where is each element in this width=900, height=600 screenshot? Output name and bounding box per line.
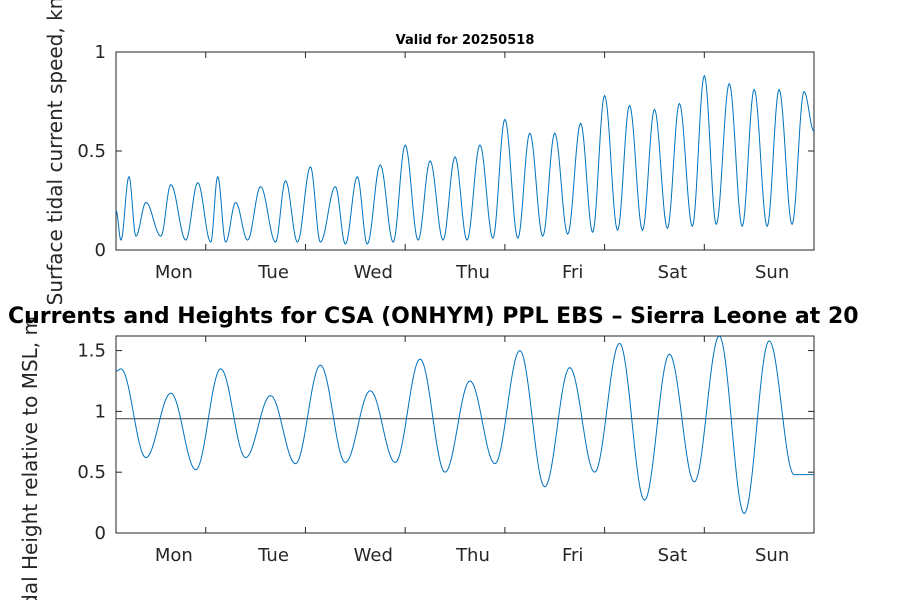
current-speed-title: Valid for 20250518 [396,33,535,48]
current-speed-series-line [115,74,815,245]
tidal-height-x-tick-label: Wed [354,545,393,566]
tidal-height-x-tick-label: Fri [562,545,583,566]
tidal-height-series-line [115,335,814,515]
current-speed-y-label: Surface tidal current speed, kn [43,0,67,305]
tidal-height-y-tick-label: 1.5 [77,341,106,362]
current-speed-x-tick-label: Tue [257,262,289,283]
current-speed-x-tick-label: Sat [658,262,688,283]
tidal-height-x-tick-label: Mon [155,545,193,566]
tidal-height-panel: 0 0.5 1 1.5 Mon Tue Wed Thu Fri Sat Sun Tidal Hei… [18,316,815,600]
current-speed-x-tick-label: Fri [562,262,583,283]
tidal-height-y-tick-label: 1 [95,401,106,422]
current-speed-x-tick-label: Wed [354,262,393,283]
current-speed-x-tick-label: Sun [755,262,789,283]
tidal-height-y-axis: 0 0.5 1 1.5 [77,341,814,544]
tidal-height-x-tick-label: Sun [755,545,789,566]
tidal-height-y-tick-label: 0.5 [77,462,106,483]
tidal-height-x-axis: Mon Tue Wed Thu Fri Sat Sun [155,336,789,566]
current-speed-panel: Valid for 20250518 00.51 Mon Tue Wed Thu Fri… [43,0,815,305]
tidal-height-x-tick-label: Tue [257,545,289,566]
tidal-height-y-label: Tidal Height relative to MSL, m [18,316,42,600]
tidal-height-x-tick-label: Sat [658,545,688,566]
tidal-height-y-tick-label: 0 [95,523,106,544]
current-speed-y-tick-label: 0.5 [77,141,106,162]
current-speed-x-axis: Mon Tue Wed Thu Fri Sat Sun [155,52,789,283]
figure-main-title: Currents and Heights for CSA (ONHYM) PPL… [8,304,859,329]
tidal-height-x-tick-label: Thu [455,545,490,566]
current-speed-y-tick-label: 1 [95,42,106,63]
current-speed-plot-frame [115,51,815,251]
tidal-height-plot-frame [115,335,815,534]
current-speed-y-tick-label: 0 [95,240,106,261]
current-speed-x-tick-label: Mon [155,262,193,283]
current-speed-x-tick-label: Thu [455,262,490,283]
current-speed-y-axis: 00.51 [77,42,814,261]
